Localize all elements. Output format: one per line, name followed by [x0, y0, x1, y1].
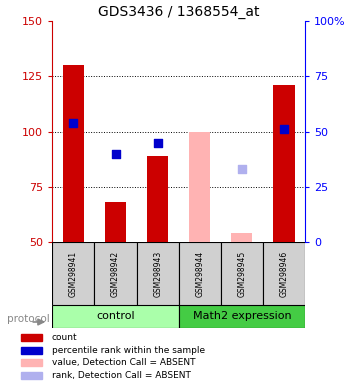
Bar [21, 334, 42, 341]
Bar [95, 242, 136, 305]
Title: GDS3436 / 1368554_at: GDS3436 / 1368554_at [98, 5, 260, 19]
Bar [147, 156, 168, 242]
Text: GSM298945: GSM298945 [238, 250, 246, 297]
Bar [274, 85, 295, 242]
Text: protocol: protocol [7, 314, 50, 324]
Bar [105, 202, 126, 242]
Text: rank, Detection Call = ABSENT: rank, Detection Call = ABSENT [52, 371, 191, 380]
Text: value, Detection Call = ABSENT: value, Detection Call = ABSENT [52, 358, 195, 367]
Point [239, 166, 245, 172]
Bar [179, 242, 221, 305]
Bar [63, 65, 84, 242]
Bar [221, 242, 263, 305]
Text: control: control [96, 311, 135, 321]
Text: percentile rank within the sample: percentile rank within the sample [52, 346, 205, 355]
Bar [179, 305, 305, 328]
Text: GSM298946: GSM298946 [279, 250, 288, 297]
Bar [263, 242, 305, 305]
Point [155, 139, 161, 146]
Text: GSM298941: GSM298941 [69, 250, 78, 297]
Bar [52, 305, 179, 328]
Bar [231, 233, 252, 242]
Text: GSM298943: GSM298943 [153, 250, 162, 297]
Bar [52, 242, 95, 305]
Bar [21, 372, 42, 379]
Bar [21, 347, 42, 354]
Text: GSM298942: GSM298942 [111, 250, 120, 297]
Text: Math2 expression: Math2 expression [192, 311, 291, 321]
Point [281, 126, 287, 132]
Bar [189, 132, 210, 242]
Text: GSM298944: GSM298944 [195, 250, 204, 297]
Point [70, 120, 76, 126]
Text: count: count [52, 333, 77, 343]
Bar [136, 242, 179, 305]
Point [113, 151, 118, 157]
Bar [21, 359, 42, 366]
